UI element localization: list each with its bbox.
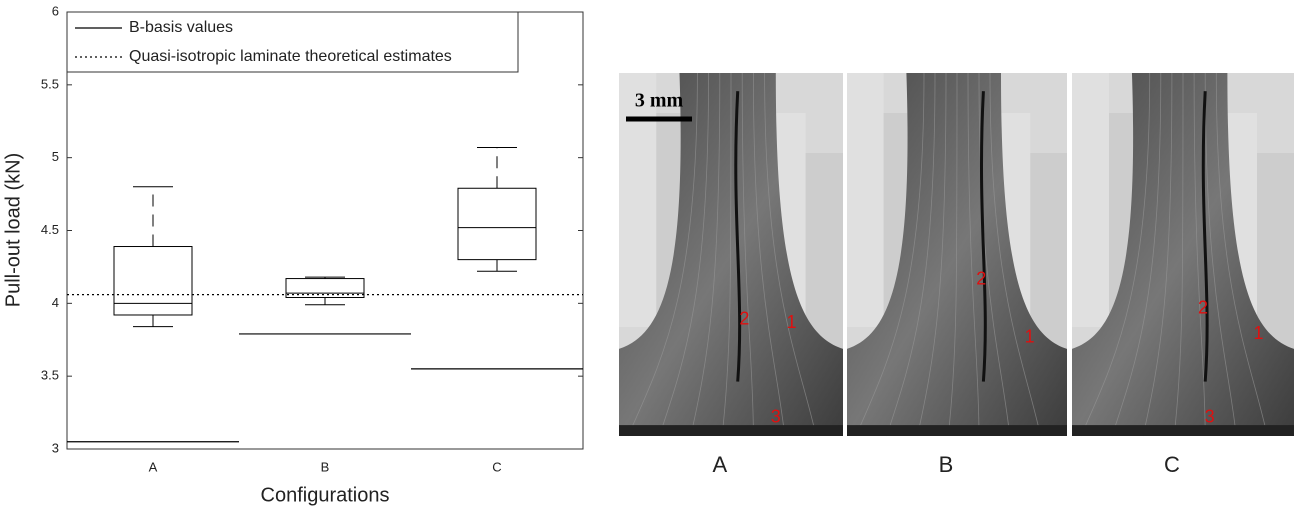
ply-line bbox=[753, 72, 786, 437]
photo-tile bbox=[847, 73, 884, 328]
ply-line bbox=[886, 72, 936, 437]
ply-line bbox=[1193, 72, 1206, 437]
x-tick-label: A bbox=[149, 459, 158, 474]
y-tick-label: 3 bbox=[52, 440, 59, 455]
y-tick-label: 5.5 bbox=[41, 76, 59, 91]
y-tick-label: 5 bbox=[52, 149, 59, 164]
photo-label: B bbox=[939, 452, 954, 477]
crack-marker: 2 bbox=[976, 269, 986, 289]
ply-line bbox=[989, 72, 1041, 437]
crack-marker: 3 bbox=[771, 407, 781, 427]
crack-marker: 1 bbox=[1025, 327, 1035, 347]
fixture bbox=[847, 425, 1067, 436]
crack-marker: 1 bbox=[1253, 323, 1263, 343]
x-tick-label: B bbox=[321, 459, 330, 474]
crack-marker: 1 bbox=[786, 312, 796, 332]
crack-marker: 2 bbox=[739, 309, 749, 329]
photo-label: C bbox=[1164, 452, 1180, 477]
ply-line bbox=[1215, 72, 1268, 437]
legend-label: Quasi-isotropic laminate theoretical est… bbox=[129, 48, 452, 65]
ply-line bbox=[917, 72, 947, 437]
crack-marker: 3 bbox=[1205, 407, 1215, 427]
fixture bbox=[1072, 425, 1294, 436]
ply-line bbox=[690, 72, 721, 437]
ply-line bbox=[627, 72, 698, 437]
crack bbox=[979, 91, 987, 382]
ply-line bbox=[1111, 72, 1162, 437]
ply-line bbox=[1173, 72, 1184, 437]
ply-line bbox=[1080, 72, 1151, 437]
y-axis-label: Pull-out load (kN) bbox=[2, 153, 24, 308]
legend-box bbox=[66, 11, 519, 73]
box bbox=[113, 246, 193, 316]
y-tick-label: 4 bbox=[52, 295, 59, 310]
legend: B-basis values Quasi-isotropic laminate t… bbox=[66, 11, 519, 73]
laminate bbox=[847, 73, 1067, 436]
x-tick-label: C bbox=[492, 459, 501, 474]
ply-line bbox=[855, 72, 925, 437]
ply-line bbox=[658, 72, 709, 437]
photo-tile bbox=[619, 73, 657, 328]
y-tick-label: 4.5 bbox=[41, 222, 59, 237]
scale-bar-label: 3 mm bbox=[635, 90, 684, 112]
crack bbox=[734, 91, 742, 382]
ply-line bbox=[1142, 72, 1173, 437]
crack-marker: 2 bbox=[1198, 298, 1208, 318]
plot-frame bbox=[66, 11, 584, 450]
laminate bbox=[1072, 73, 1294, 436]
legend-label: B-basis values bbox=[129, 19, 233, 36]
ply-line bbox=[1204, 72, 1237, 437]
box bbox=[285, 278, 365, 299]
photo: 2 1 3 bbox=[619, 72, 843, 437]
ply-line bbox=[721, 72, 732, 437]
box bbox=[457, 187, 537, 261]
ply-line bbox=[947, 72, 958, 437]
x-axis-label: Configurations bbox=[261, 484, 390, 506]
ply-line bbox=[764, 72, 817, 437]
y-tick-label: 3.5 bbox=[41, 368, 59, 383]
laminate bbox=[619, 73, 843, 436]
y-tick-label: 6 bbox=[52, 3, 59, 18]
photo-label: A bbox=[712, 452, 727, 477]
photo: 21 bbox=[847, 72, 1067, 437]
photo-tile bbox=[1072, 73, 1109, 328]
crack bbox=[1201, 91, 1209, 382]
photo: 2 1 3 bbox=[1072, 72, 1294, 437]
ply-line bbox=[967, 72, 980, 437]
fixture bbox=[619, 425, 843, 436]
ply-line bbox=[741, 72, 754, 437]
